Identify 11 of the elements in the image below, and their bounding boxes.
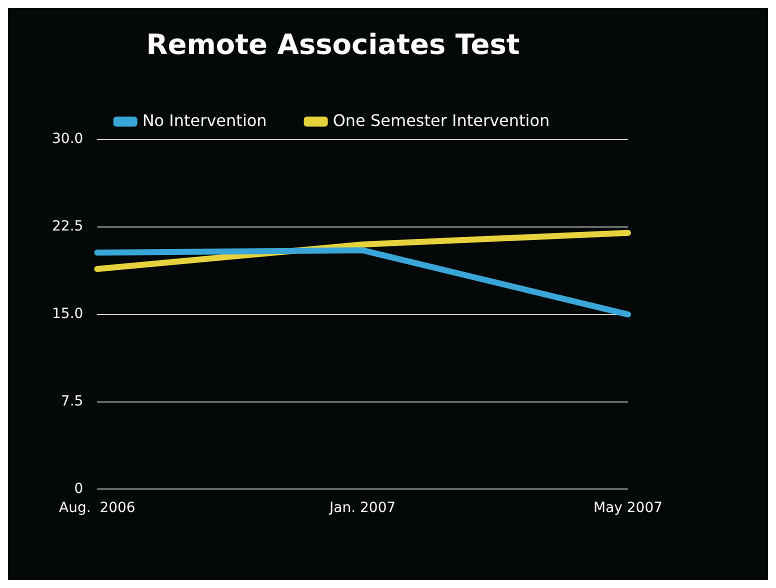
legend-label: No Intervention [142,110,267,130]
x-tick-label: Jan. 2007 [328,500,396,516]
chart-title: Remote Associates Test [146,28,520,62]
y-tick-label: 30.0 [52,131,84,148]
y-tick-label: 0 [74,480,84,497]
legend-label: One Semester Intervention [332,110,550,130]
y-tick-label: 7.5 [60,393,84,410]
y-tick-label: 15.0 [52,306,84,322]
y-tick-label: 22.5 [52,218,84,235]
x-tick-label: May 2007 [593,500,663,516]
x-tick-label: Aug. 2006 [59,500,136,516]
